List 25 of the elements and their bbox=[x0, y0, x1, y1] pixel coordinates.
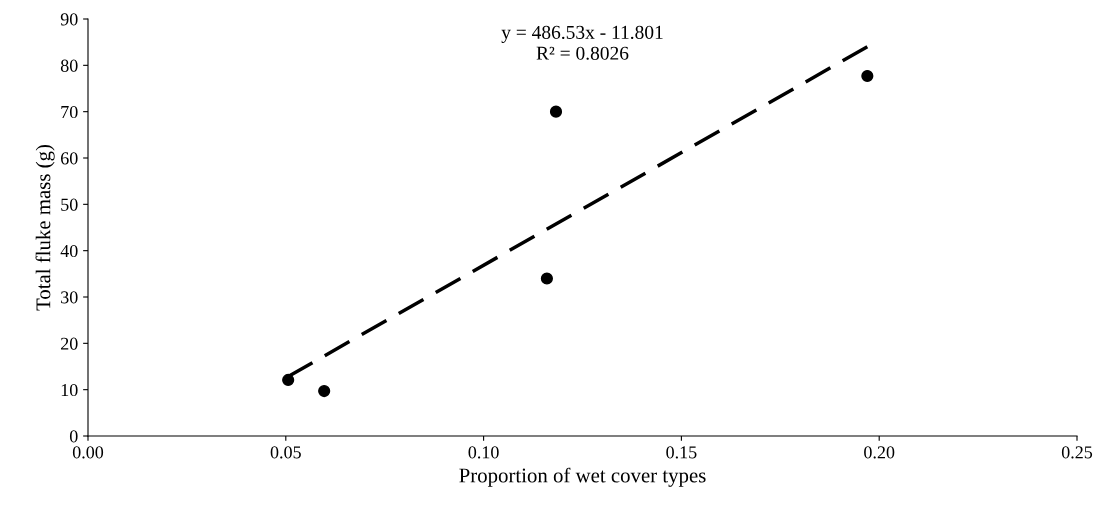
x-axis-title: Proportion of wet cover types bbox=[459, 467, 706, 487]
y-tick-label: 0 bbox=[69, 430, 78, 443]
x-tick-label: 0.05 bbox=[270, 446, 301, 459]
point bbox=[861, 69, 874, 83]
y-tick-label: 50 bbox=[61, 198, 78, 211]
y-tick-label: 60 bbox=[61, 152, 78, 165]
y-axis-title: Total fluke mass (g) bbox=[35, 144, 55, 311]
y-tick-label: 80 bbox=[60, 59, 78, 72]
y-tick-label: 30 bbox=[61, 291, 78, 304]
point bbox=[282, 373, 295, 387]
annotation: y = 486.53x - 11.801 bbox=[501, 25, 663, 43]
y-tick-label: 20 bbox=[61, 337, 78, 350]
x-tick-label: 0.20 bbox=[864, 446, 895, 459]
y-tick-label: 40 bbox=[60, 244, 78, 258]
point bbox=[540, 272, 553, 285]
x-tick-label: 0.25 bbox=[1061, 446, 1093, 459]
y-tick-label: 70 bbox=[61, 105, 78, 119]
x-tick-label: 0.00 bbox=[72, 446, 104, 459]
y-tick-label: 90 bbox=[60, 13, 78, 26]
x-tick-label: 0.10 bbox=[468, 446, 499, 459]
point bbox=[549, 105, 563, 118]
y-tick-label: 10 bbox=[61, 383, 78, 397]
annotation: R² = 0.8026 bbox=[536, 46, 629, 60]
x-tick-label: 0.15 bbox=[666, 446, 697, 459]
point bbox=[318, 384, 331, 398]
